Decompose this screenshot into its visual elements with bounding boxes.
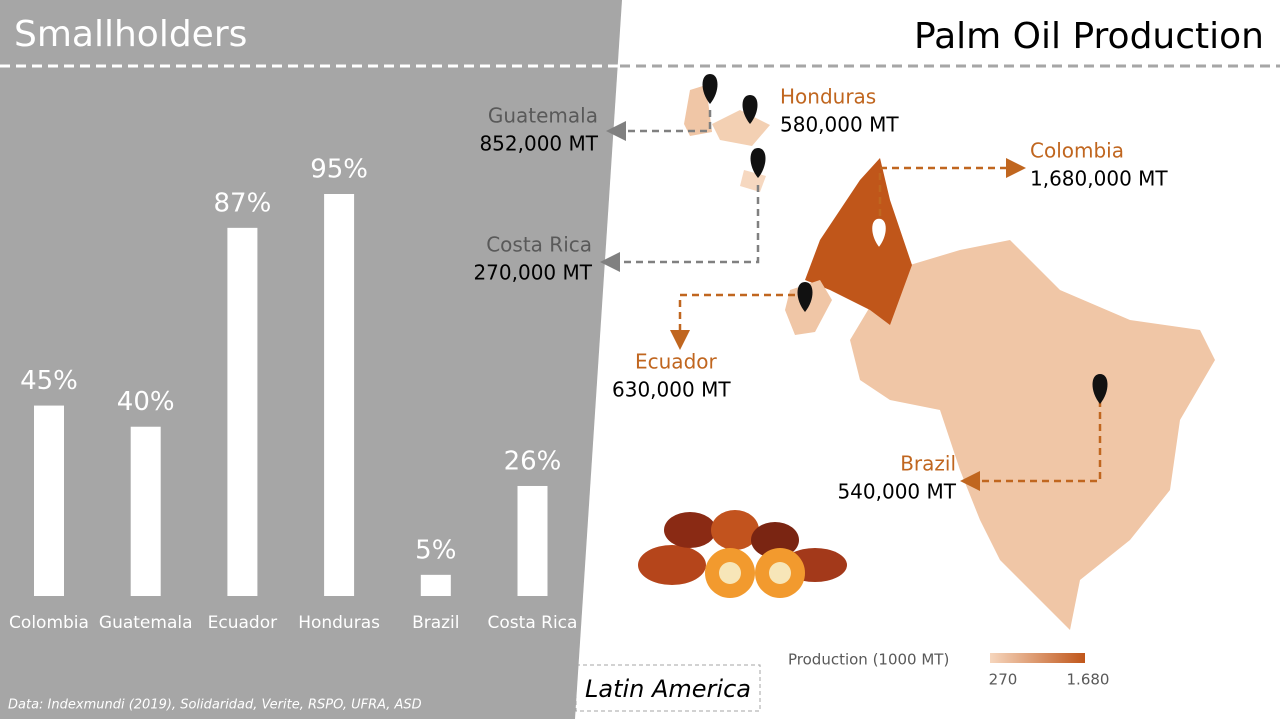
arrow (600, 185, 760, 272)
x-tick-label: Honduras (298, 613, 380, 633)
pin (702, 74, 718, 104)
pin (797, 282, 813, 312)
bar (420, 574, 451, 596)
honduras-shape (712, 110, 770, 146)
x-tick-label: Ecuador (208, 613, 277, 633)
arrow (670, 293, 795, 350)
source: Data: Indexmundi (2019), Solidaridad, Ve… (8, 698, 422, 713)
value-label: 5% (415, 535, 456, 565)
x-tick-label: Colombia (9, 613, 89, 633)
country-production: 630,000 MT (612, 378, 731, 402)
country-production: 540,000 MT (837, 480, 956, 504)
pin (742, 95, 758, 124)
country-production: 1,680,000 MT (1030, 167, 1168, 191)
ecuador-shape (785, 280, 832, 335)
country-name: Honduras (780, 85, 876, 109)
map: Production (1000 MT) 270 1.680 Latin Ame… (575, 74, 1215, 712)
brazil-shape (850, 240, 1215, 630)
country-name: Guatemala (488, 104, 598, 128)
legend-min: 270 (989, 671, 1018, 689)
x-tick-label: Guatemala (99, 613, 193, 633)
value-label: 45% (20, 366, 78, 396)
palm-fruits (638, 510, 847, 598)
bar (130, 426, 161, 596)
chart-title: Smallholders (14, 14, 247, 55)
pin (750, 148, 766, 178)
country-name: Brazil (900, 452, 956, 476)
bar (517, 485, 548, 596)
pin (870, 217, 888, 250)
pins (702, 74, 1108, 404)
country-production: 852,000 MT (479, 132, 598, 156)
bar (324, 194, 355, 596)
value-label: 26% (504, 446, 562, 476)
region-label: Latin America (585, 675, 751, 703)
x-tick-label: Brazil (412, 613, 459, 633)
colombia-shape (805, 158, 912, 325)
legend-title: Production (1000 MT) (788, 651, 949, 669)
arrow (606, 110, 712, 141)
value-label: 40% (117, 387, 175, 417)
pin (1092, 374, 1108, 404)
legend-max: 1.680 (1067, 671, 1110, 689)
bar (34, 405, 64, 596)
x-tick-label: Costa Rica (488, 613, 578, 633)
value-label: 87% (214, 188, 272, 218)
guatemala-shape (684, 85, 712, 136)
arrow (960, 400, 1102, 491)
country-production: 580,000 MT (780, 113, 899, 137)
bar (227, 227, 258, 596)
map-title: Palm Oil Production (914, 16, 1264, 57)
country-name: Colombia (1030, 139, 1124, 163)
value-label: 95% (310, 155, 368, 185)
legend-gradient (990, 653, 1085, 663)
country-name: Costa Rica (486, 233, 592, 257)
country-name: Ecuador (635, 350, 717, 374)
region-box (575, 664, 761, 712)
country-production: 270,000 MT (473, 261, 592, 285)
arrow (878, 158, 1026, 240)
